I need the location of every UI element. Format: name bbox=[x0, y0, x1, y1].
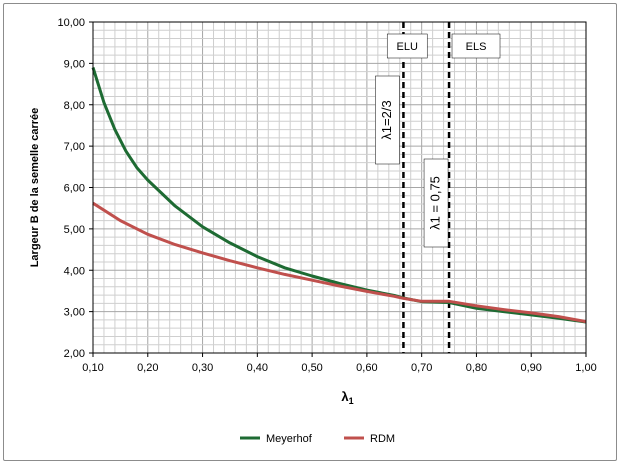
x-axis-title: λ1 bbox=[341, 389, 353, 406]
x-axis-title-main: λ bbox=[341, 389, 349, 404]
legend-label: RDM bbox=[370, 433, 395, 445]
y-tick-label: 3,00 bbox=[64, 307, 85, 319]
x-tick-label: 0,50 bbox=[301, 362, 322, 374]
x-tick-label: 0,70 bbox=[411, 362, 432, 374]
x-axis-title-subscript: 1 bbox=[349, 396, 354, 406]
y-tick-label: 6,00 bbox=[64, 183, 85, 195]
zone-label-box bbox=[451, 33, 501, 59]
x-tick-label: 0,90 bbox=[521, 362, 542, 374]
x-tick-label: 0,40 bbox=[247, 362, 268, 374]
plot-border bbox=[92, 21, 587, 354]
zone-label-box bbox=[386, 33, 428, 59]
series-line-meyerhof bbox=[91, 67, 587, 324]
series-line-rdm bbox=[92, 201, 587, 324]
ref-label-box bbox=[375, 75, 400, 165]
y-tick-label: 5,00 bbox=[64, 224, 85, 236]
y-tick-label: 4,00 bbox=[64, 265, 85, 277]
x-tick-label: 0,80 bbox=[466, 362, 487, 374]
chart-frame bbox=[3, 3, 617, 461]
ref-label: λ1 = 0,75 bbox=[427, 176, 442, 230]
x-tick-label: 0,10 bbox=[82, 362, 103, 374]
x-tick-label: 1,00 bbox=[575, 362, 596, 374]
tick-labels: 0,10 0,20 0,30 0,40 0,50 0,60 0,70 0,80 0,90 1,00… bbox=[57, 17, 596, 374]
ref-label-box bbox=[423, 158, 449, 248]
x-tick-label: 0,60 bbox=[356, 362, 377, 374]
y-tick-label: 7,00 bbox=[64, 141, 85, 153]
y-axis-title: Largeur B de la semelle carrée bbox=[29, 108, 41, 268]
x-tick-label: 0,30 bbox=[192, 362, 213, 374]
ref-label: λ1=2/3 bbox=[379, 100, 394, 139]
zone-label: ELU bbox=[397, 41, 418, 53]
zone-label: ELS bbox=[466, 41, 487, 53]
grid-layer bbox=[93, 22, 586, 353]
y-tick-label: 10,00 bbox=[57, 17, 85, 29]
legend-label: Meyerhof bbox=[266, 433, 313, 445]
y-tick-label: 8,00 bbox=[64, 100, 85, 112]
reference-lines: ELU ELS λ1=2/3 λ1 = 0,75 bbox=[375, 22, 501, 353]
series-lines bbox=[91, 67, 587, 324]
x-tick-label: 0,20 bbox=[137, 362, 158, 374]
legend: Meyerhof RDM bbox=[240, 433, 395, 445]
y-tick-label: 2,00 bbox=[64, 348, 85, 360]
y-tick-label: 9,00 bbox=[64, 58, 85, 70]
